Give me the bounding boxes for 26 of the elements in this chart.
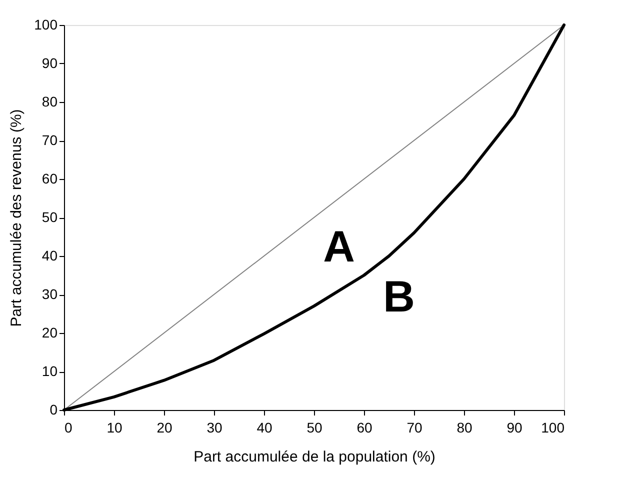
x-tick-label: 70 [406, 420, 422, 436]
y-tick-label: 0 [50, 402, 58, 418]
x-tick-label: 80 [456, 420, 472, 436]
annotation: B [383, 272, 415, 322]
x-tick-label: 10 [106, 420, 122, 436]
x-tick-label: 50 [306, 420, 322, 436]
x-tick-label: 90 [506, 420, 522, 436]
y-tick-label: 20 [42, 324, 58, 340]
y-axis-title: Part accumulée des revenus (%) [8, 109, 26, 327]
y-tick-label: 10 [42, 363, 58, 379]
x-tick-label: 100 [541, 420, 565, 436]
y-tick-label: 80 [42, 94, 58, 110]
x-axis-title: Part accumulée de la population (%) [194, 448, 436, 466]
x-tick-label: 0 [64, 420, 72, 436]
y-tick-label: 40 [42, 248, 58, 264]
x-tick-label: 30 [206, 420, 222, 436]
annotation: A [323, 222, 355, 272]
x-tick-label: 60 [356, 420, 372, 436]
y-tick-label: 70 [42, 132, 58, 148]
y-tick-label: 30 [42, 286, 58, 302]
x-tick-label: 20 [156, 420, 172, 436]
x-tick-label: 40 [256, 420, 272, 436]
y-tick-label: 100 [34, 16, 58, 32]
y-tick-label: 90 [42, 55, 58, 71]
y-tick-label: 60 [42, 170, 58, 186]
y-tick-label: 50 [42, 209, 58, 225]
